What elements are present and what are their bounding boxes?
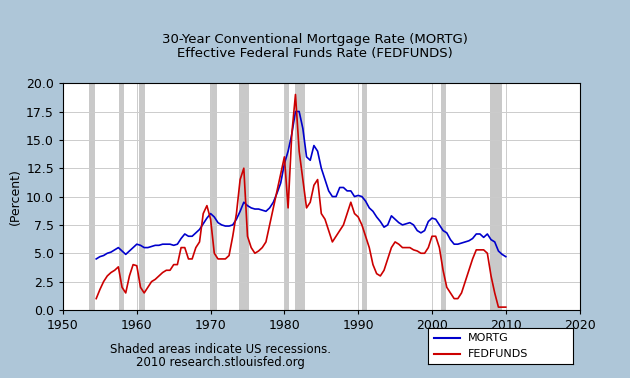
- Bar: [295, 83, 306, 310]
- Bar: [89, 83, 95, 310]
- Text: 2010 research.stlouisfed.org: 2010 research.stlouisfed.org: [136, 356, 305, 369]
- Text: Shaded areas indicate US recessions.: Shaded areas indicate US recessions.: [110, 343, 331, 356]
- Bar: [490, 83, 502, 310]
- Bar: [139, 83, 145, 310]
- Text: MORTG: MORTG: [467, 333, 508, 344]
- Bar: [440, 83, 445, 310]
- Bar: [119, 83, 125, 310]
- Y-axis label: (Percent): (Percent): [9, 168, 22, 225]
- Bar: [284, 83, 289, 310]
- Text: Effective Federal Funds Rate (FEDFUNDS): Effective Federal Funds Rate (FEDFUNDS): [177, 47, 453, 60]
- Bar: [362, 83, 367, 310]
- Bar: [210, 83, 217, 310]
- Text: FEDFUNDS: FEDFUNDS: [467, 349, 528, 359]
- Bar: [239, 83, 249, 310]
- Text: 30-Year Conventional Mortgage Rate (MORTG): 30-Year Conventional Mortgage Rate (MORT…: [162, 33, 468, 46]
